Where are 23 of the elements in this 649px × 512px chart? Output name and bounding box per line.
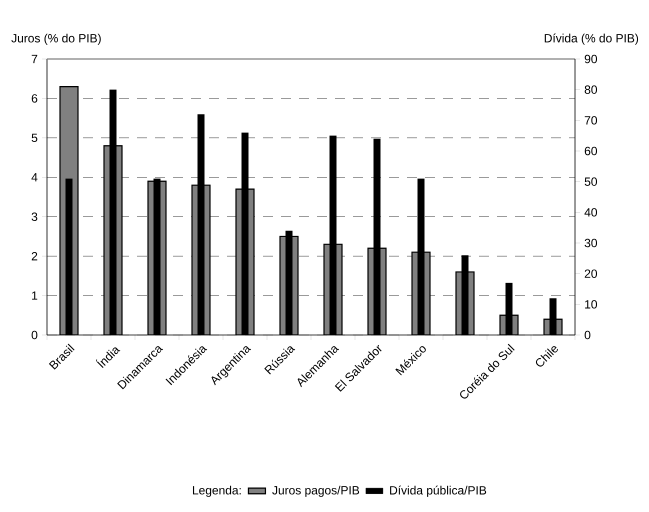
y2-tick-label: 0 bbox=[584, 330, 590, 340]
y-tick-label: 4 bbox=[31, 173, 38, 182]
y2-tick-label: 40 bbox=[584, 208, 598, 217]
legend-label: Dívida pública/PIB bbox=[390, 486, 486, 497]
y-tick-label: 5 bbox=[32, 134, 38, 142]
legend-label: Juros pagos/PIB bbox=[272, 486, 360, 497]
y2-tick-label: 60 bbox=[584, 146, 598, 156]
legend-title: Legenda: bbox=[192, 486, 241, 497]
y2-tick-label: 70 bbox=[584, 116, 598, 125]
y-tick-label: 1 bbox=[32, 291, 38, 300]
y-tick-label: 3 bbox=[32, 212, 38, 221]
y2-tick-label: 10 bbox=[585, 300, 598, 309]
y2-tick-label: 80 bbox=[584, 85, 598, 94]
y-tick-label: 2 bbox=[32, 252, 38, 260]
y-tick-label: 7 bbox=[32, 54, 38, 64]
y2-tick-label: 50 bbox=[584, 177, 598, 186]
y2-tick-label: 20 bbox=[584, 269, 598, 278]
y2-tick-label: 90 bbox=[584, 54, 598, 64]
y-axis-title: Juros (% do PIB) bbox=[11, 34, 101, 45]
y2-tick-label: 30 bbox=[584, 238, 598, 248]
y2-axis-title: Dívida (% do PIB) bbox=[544, 34, 638, 45]
y-tick-label: 0 bbox=[32, 330, 38, 340]
y-tick-label: 6 bbox=[32, 94, 38, 103]
